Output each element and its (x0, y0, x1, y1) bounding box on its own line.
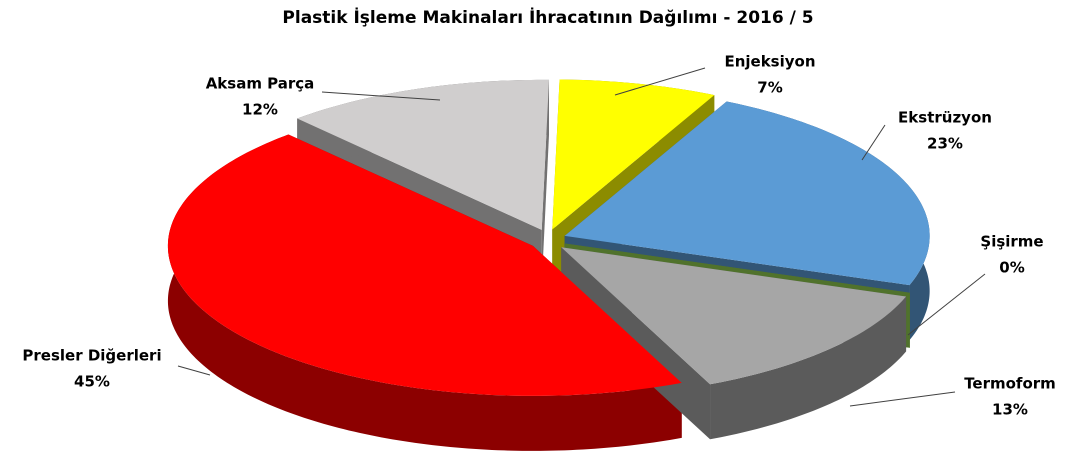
slice-side (710, 296, 907, 440)
slice-side (167, 134, 682, 451)
slice-value-label: 23% (927, 135, 963, 153)
slice (297, 79, 550, 230)
leader-line (907, 273, 986, 336)
slice-label: Presler Diğerleri (22, 347, 161, 365)
slice-label: Şişirme (980, 233, 1043, 251)
slice-label: Ekstrüzyon (898, 109, 992, 127)
slice-label: Enjeksiyon (724, 53, 815, 71)
slice-label: Aksam Parça (206, 75, 315, 93)
slice (564, 101, 930, 286)
leader-line (849, 391, 956, 407)
leader-line (321, 91, 441, 101)
slice-value-label: 7% (757, 79, 782, 97)
slice-value-label: 0% (999, 259, 1024, 277)
chart-title: Plastik İşleme Makinaları İhracatının Da… (282, 6, 813, 28)
leader-line (177, 365, 211, 376)
slice-label: Termoform (964, 375, 1056, 393)
leader-line (614, 67, 706, 96)
leader-line (861, 124, 886, 161)
slice-value-label: 13% (992, 401, 1028, 419)
slice (552, 79, 715, 230)
slice-value-label: 12% (242, 101, 278, 119)
slice (561, 247, 907, 385)
slice (167, 134, 682, 396)
slice-value-label: 45% (74, 373, 110, 391)
